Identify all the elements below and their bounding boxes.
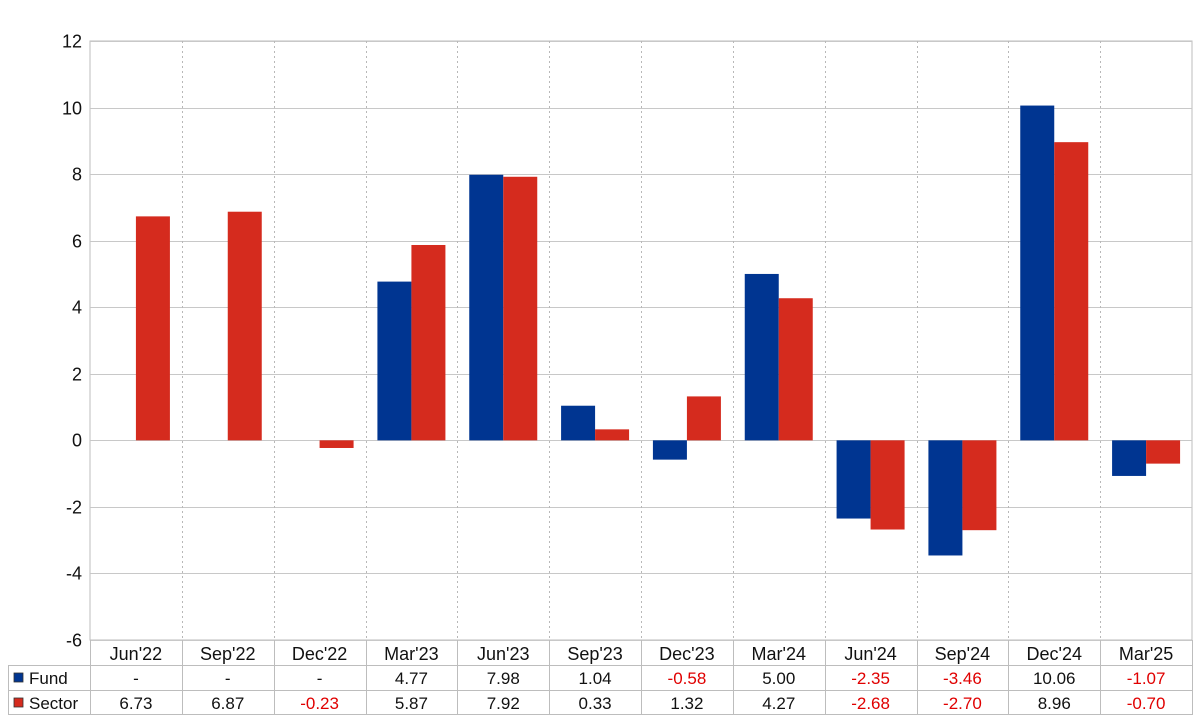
fund-value-label: - [133,669,139,688]
y-tick-label: 12 [62,32,82,52]
x-category-label: Mar'25 [1119,644,1173,664]
sector-value-label: 0.33 [579,694,612,713]
fund-bar-Dec'23 [652,440,687,460]
fund-value-label: -0.58 [668,669,707,688]
sector-bar-Jun'24 [870,440,905,530]
fund-value-label: -2.35 [851,669,890,688]
x-category-label: Mar'23 [384,644,438,664]
sector-bar-Mar'23 [411,244,446,441]
fund-bar-Mar'25 [1112,440,1147,476]
sector-bar-Sep'23 [595,429,630,441]
sector-value-label: 6.73 [119,694,152,713]
x-category-label: Sep'22 [200,644,256,664]
sector-value-label: 6.87 [211,694,244,713]
y-tick-label: 10 [62,99,82,119]
sector-bar-Jun'22 [135,216,170,441]
sector-legend-swatch [13,697,24,708]
fund-value-label: - [225,669,231,688]
y-tick-label: -2 [66,498,82,518]
sector-bar-Sep'22 [227,211,262,441]
fund-value-label: 5.00 [762,669,795,688]
fund-bar-Dec'24 [1020,105,1055,441]
x-category-label: Sep'23 [567,644,623,664]
data-table: Jun'22 Sep'22 Dec'22 Mar'23 Jun'23 Sep'23 Dec'… [8,640,1193,715]
sector-bar-Jun'23 [503,176,538,441]
fund-value-label: -3.46 [943,669,982,688]
sector-bar-Dec'24 [1054,142,1089,441]
sector-row-label: Sector [29,694,78,713]
sector-value-label: 1.32 [670,694,703,713]
fund-value-label: 4.77 [395,669,428,688]
bars [135,105,1181,556]
sector-value-label: 4.27 [762,694,795,713]
x-category-label: Dec'23 [659,644,714,664]
x-category-label: Mar'24 [752,644,806,664]
fund-value-label: 10.06 [1033,669,1076,688]
y-tick-label: 2 [72,365,82,385]
x-category-label: Dec'22 [292,644,347,664]
sector-bar-Sep'24 [962,440,997,531]
fund-row-label: Fund [29,669,68,688]
y-tick-label: -4 [66,564,82,584]
sector-value-label: -0.23 [300,694,339,713]
fund-bar-Jun'24 [836,440,871,519]
y-axis: 12 10 8 6 4 2 0 -2 -4 -6 [62,32,82,651]
fund-value-label: - [317,669,323,688]
sector-value-label: -2.68 [851,694,890,713]
y-tick-label: 0 [72,431,82,451]
sector-value-label: 8.96 [1038,694,1071,713]
sector-value-label: 5.87 [395,694,428,713]
x-category-label: Jun'22 [110,644,162,664]
sector-value-label: -0.70 [1127,694,1166,713]
sector-bar-Dec'22 [319,440,354,448]
fund-value-label: -1.07 [1127,669,1166,688]
sector-value-label: -2.70 [943,694,982,713]
y-tick-label: 6 [72,232,82,252]
sector-value-label: 7.92 [487,694,520,713]
fund-bar-Jun'23 [469,174,504,441]
fund-value-label: 7.98 [487,669,520,688]
y-tick-label: 4 [72,298,82,318]
sector-bar-Dec'23 [686,396,721,441]
fund-value-label: 1.04 [579,669,612,688]
fund-bar-Mar'24 [744,273,779,441]
y-tick-label: 8 [72,165,82,185]
x-category-label: Jun'24 [844,644,896,664]
x-category-label: Jun'23 [477,644,529,664]
fund-bar-Mar'23 [377,281,412,441]
sector-bar-Mar'25 [1146,440,1181,464]
fund-bar-Sep'23 [561,405,596,441]
y-tick-label: -6 [66,631,82,651]
x-category-label: Dec'24 [1027,644,1082,664]
fund-bar-Sep'24 [928,440,963,556]
fund-legend-swatch [13,672,24,683]
x-category-label: Sep'24 [935,644,991,664]
sector-bar-Mar'24 [778,298,813,441]
